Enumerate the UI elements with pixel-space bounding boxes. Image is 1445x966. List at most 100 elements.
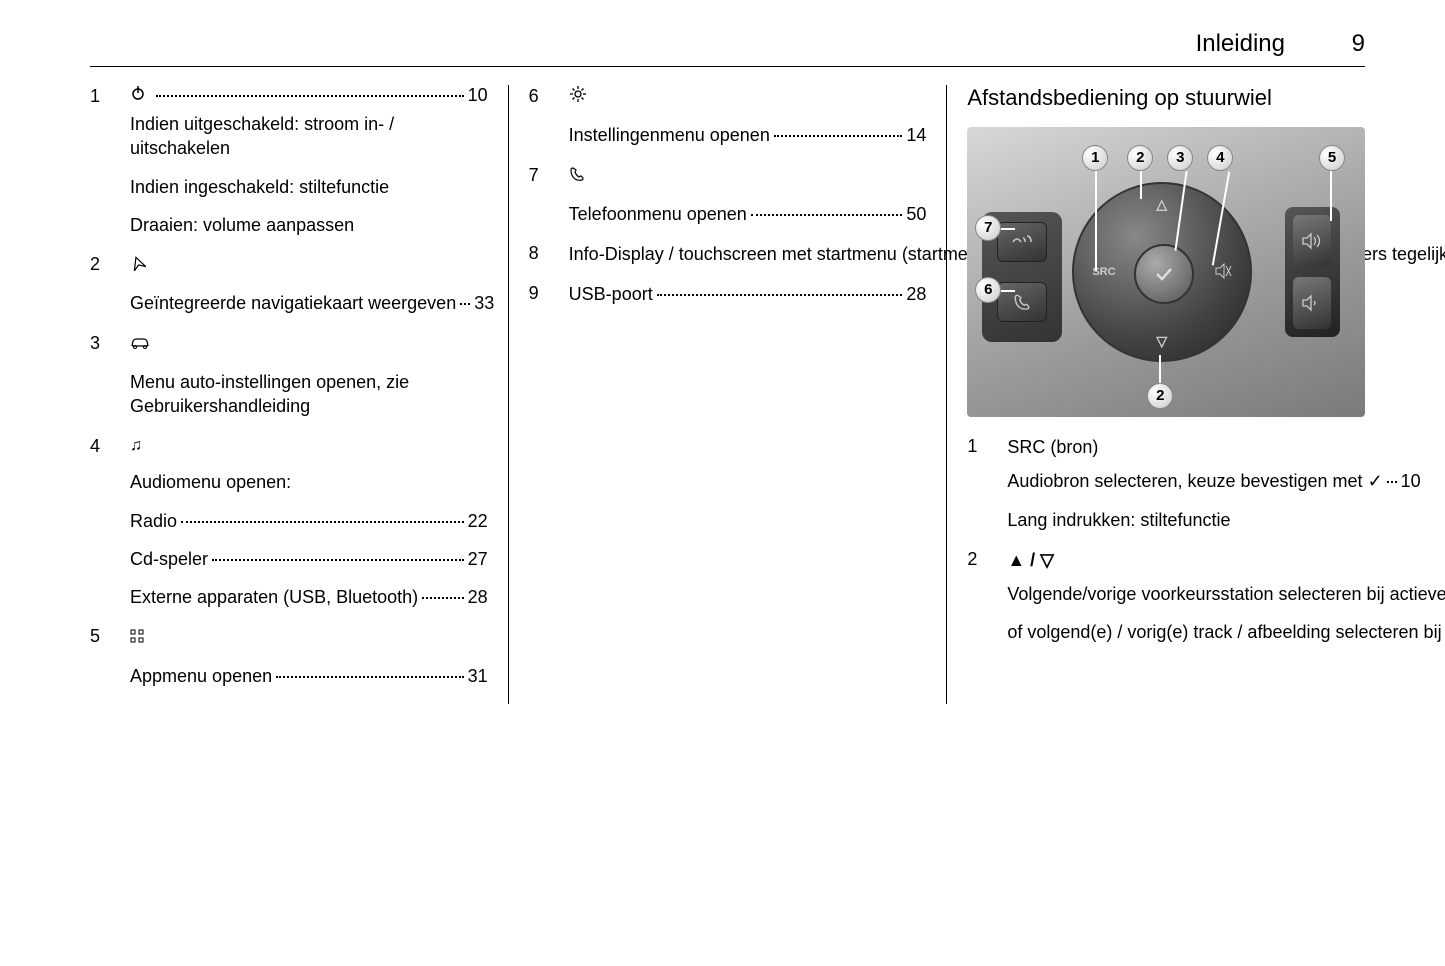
power-icon [130, 85, 146, 106]
phone-icon [569, 164, 927, 188]
dots-label: Appmenu openen [130, 664, 272, 688]
dots-fill [460, 303, 470, 305]
dots-row: Telefoonmenu openen 50 [569, 202, 927, 226]
dots-row: Audiobron selecteren, keuze bevestigen m… [1007, 469, 1365, 493]
callout-5: 5 [1319, 145, 1345, 171]
volume-down-button [1293, 277, 1331, 329]
entry-body: ▲ / ▽ Volgende/vorige voorkeursstation s… [1007, 548, 1365, 659]
dots-label: Radio [130, 509, 177, 533]
entry-heading: SRC (bron) [1007, 435, 1365, 459]
list-entry: 3 Menu auto-instellingen openen, zie Geb… [90, 332, 488, 433]
entry-body: Instellingenmenu openen 14 [569, 85, 927, 162]
callout-1: 1 [1082, 145, 1108, 171]
car-icon [130, 332, 488, 356]
entry-body: Geïntegreerde navigatiekaart weergeven 3… [130, 253, 488, 330]
entry-number: 2 [967, 548, 1007, 570]
dots-fill [657, 294, 903, 296]
entry-number: 1 [967, 435, 1007, 457]
dots-page: 50 [906, 202, 926, 226]
dots-fill [276, 676, 464, 678]
dots-label: Instellingenmenu openen [569, 123, 770, 147]
section-title: Afstandsbediening op stuurwiel [967, 85, 1365, 111]
entry-body: Menu auto-instellingen openen, zie Gebru… [130, 332, 488, 433]
dots-fill [212, 559, 464, 561]
entry-heading: ▲ / ▽ [1007, 548, 1365, 572]
list-entry: 4 ♫ Audiomenu openen: Radio 22 Cd-speler… [90, 435, 488, 624]
dots-label: Audiobron selecteren, keuze bevestigen m… [1007, 469, 1382, 493]
volume-rocker [1285, 207, 1340, 337]
dots-label: of volgend(e) / vorig(e) track / afbeeld… [1007, 620, 1445, 644]
callout-4: 4 [1207, 145, 1233, 171]
list-entry: 7 Telefoonmenu openen 50 [529, 164, 927, 241]
list-entry: 1 10 Indien uitgeschakeld: stroom in- / … [90, 85, 488, 251]
dots-row: of volgend(e) / vorig(e) track / afbeeld… [1007, 620, 1365, 644]
dots-page: 22 [468, 509, 488, 533]
entry-number: 3 [90, 332, 130, 354]
list-entry: 5 Appmenu openen 31 [90, 625, 488, 702]
callout-2: 2 [1127, 145, 1153, 171]
dots-row: Radio 22 [130, 509, 488, 533]
list-entry: 2 ▲ / ▽ Volgende/vorige voorkeursstation… [967, 548, 1365, 659]
control-dial: SRC △ ▽ [1072, 182, 1252, 362]
list-entry: 2 Geïntegreerde navigatiekaart weergeven… [90, 253, 488, 330]
entry-number: 9 [529, 282, 569, 304]
dots-label: Volgende/vorige voorkeursstation selecte… [1007, 582, 1445, 606]
column-2: 6 Instellingenmenu openen 14 7 [509, 85, 948, 704]
dots-page: 33 [474, 291, 494, 315]
gear-icon [569, 85, 927, 109]
column-3: Afstandsbediening op stuurwiel SRC △ ▽ [947, 85, 1365, 704]
dots-row: Externe apparaten (USB, Bluetooth) 28 [130, 585, 488, 609]
dots-row: Appmenu openen 31 [130, 664, 488, 688]
entry-icon-row: 10 [130, 85, 488, 106]
entry-body: ♫ Audiomenu openen: Radio 22 Cd-speler 2… [130, 435, 488, 624]
dots-label: Externe apparaten (USB, Bluetooth) [130, 585, 418, 609]
header-title: Inleiding [1196, 30, 1285, 57]
entry-number: 2 [90, 253, 130, 275]
entry-body: Info-Display / touchscreen met startmenu… [569, 242, 927, 280]
dots-label: Cd-speler [130, 547, 208, 571]
entry-text: Audiomenu openen: [130, 470, 488, 494]
dial-confirm-button [1134, 244, 1194, 304]
column-1: 1 10 Indien uitgeschakeld: stroom in- / … [90, 85, 509, 704]
dots-row: Instellingenmenu openen 14 [569, 123, 927, 147]
steering-wheel-image: SRC △ ▽ [967, 127, 1365, 417]
dots-fill [774, 135, 902, 137]
entry-body: USB-poort 28 [569, 282, 927, 320]
entry-text: Indien ingeschakeld: stiltefunctie [130, 175, 488, 199]
dots-label: Geïntegreerde navigatiekaart weergeven [130, 291, 456, 315]
leader-line [1159, 355, 1161, 383]
dots-fill [156, 95, 464, 97]
volume-up-button [1293, 215, 1331, 267]
entry-number: 4 [90, 435, 130, 457]
dots-fill [181, 521, 464, 523]
dots-fill [751, 214, 902, 216]
list-entry: 9 USB-poort 28 [529, 282, 927, 320]
columns: 1 10 Indien uitgeschakeld: stroom in- / … [90, 85, 1365, 704]
dial-mute-icon [1214, 262, 1232, 283]
dial-up-icon: △ [1156, 196, 1167, 213]
dots-label: USB-poort [569, 282, 653, 306]
entry-number: 6 [529, 85, 569, 107]
entry-body: SRC (bron) Audiobron selecteren, keuze b… [1007, 435, 1365, 546]
dots-row: Volgende/vorige voorkeursstation selecte… [1007, 582, 1365, 606]
page-header: Inleiding 9 [90, 30, 1365, 67]
dots-row: Geïntegreerde navigatiekaart weergeven 3… [130, 291, 488, 315]
dots-fill [1387, 481, 1397, 483]
entry-number: 7 [529, 164, 569, 186]
entry-text: Lang indrukken: stiltefunctie [1007, 508, 1365, 532]
page: Inleiding 9 1 10 [0, 0, 1445, 734]
dots-page: 31 [468, 664, 488, 688]
list-entry: 1 SRC (bron) Audiobron selecteren, keuze… [967, 435, 1365, 546]
leader-line [1095, 171, 1097, 271]
leader-line [1140, 171, 1142, 199]
dots-page: 27 [468, 547, 488, 571]
leader-line [1001, 290, 1015, 292]
dots-row: Info-Display / touchscreen met startmenu… [569, 242, 927, 266]
leader-line [1001, 228, 1015, 230]
entry-number: 5 [90, 625, 130, 647]
entry-body: Telefoonmenu openen 50 [569, 164, 927, 241]
list-entry: 8 Info-Display / touchscreen met startme… [529, 242, 927, 280]
callout-2b: 2 [1147, 383, 1173, 409]
dots-page: 14 [906, 123, 926, 147]
entry-body: 10 Indien uitgeschakeld: stroom in- / ui… [130, 85, 488, 251]
